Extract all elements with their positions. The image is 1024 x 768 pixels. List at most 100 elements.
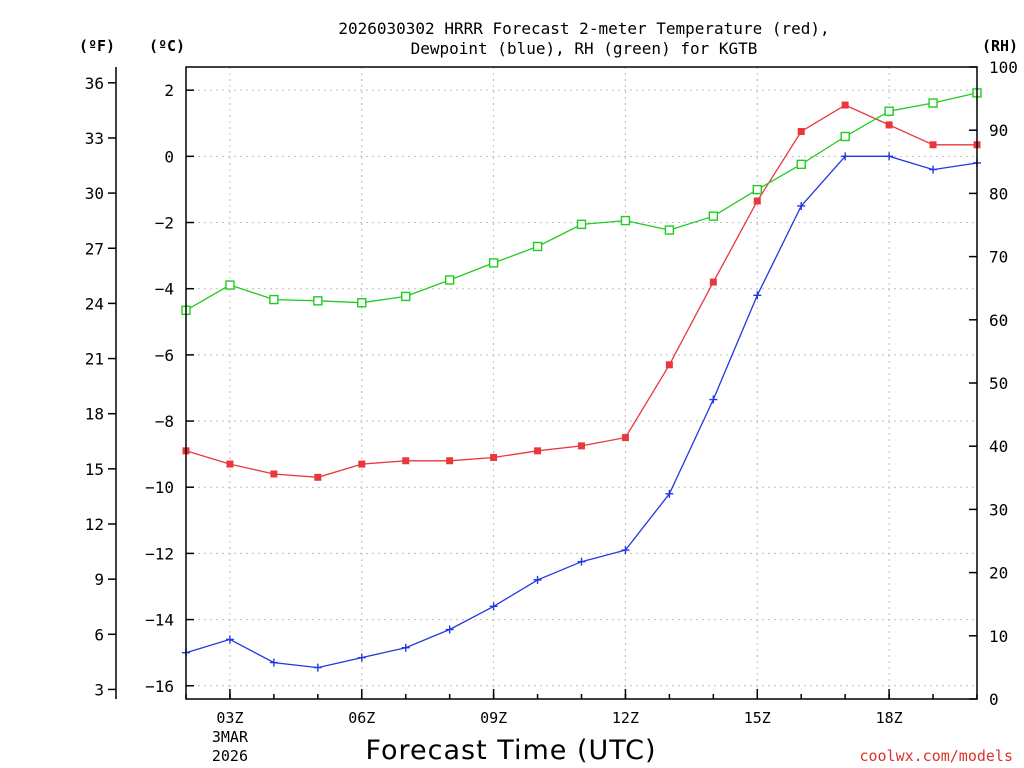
dewpoint-point [225, 635, 234, 644]
fahrenheit-unit-label: (ºF) [79, 37, 115, 55]
rh-tick-label: 80 [989, 184, 1008, 203]
celsius-tick-label: −4 [155, 280, 174, 299]
celsius-tick-label: −8 [155, 412, 174, 431]
dewpoint-point [753, 291, 762, 300]
x-tick-date-label: 3MAR [212, 728, 249, 746]
x-tick-label: 09Z [480, 709, 507, 727]
fahrenheit-tick-label: 18 [85, 405, 104, 424]
dewpoint-point [929, 165, 938, 174]
rh-point [752, 184, 762, 195]
rh-point [532, 241, 543, 252]
rh-point [928, 98, 938, 108]
rh-point [313, 296, 323, 306]
dewpoint-point [489, 602, 498, 611]
2-meter-temperature-point [358, 460, 366, 468]
celsius-tick-label: −6 [155, 346, 174, 365]
fahrenheit-tick-label: 6 [94, 625, 104, 644]
x-tick-label: 03Z [216, 709, 243, 727]
rh-line [185, 92, 978, 311]
dewpoint-point [621, 546, 630, 555]
rh-tick-label: 70 [989, 248, 1008, 267]
dewpoint-point [841, 152, 850, 161]
rh-tick-label: 10 [989, 627, 1008, 646]
dewpoint-point [885, 152, 894, 161]
2-meter-temperature-point [446, 457, 454, 465]
rh-point [444, 275, 455, 285]
chart-title-line2: Dewpoint (blue), RH (green) for KGTB [411, 39, 758, 58]
2-meter-temperature-point [490, 453, 498, 461]
dewpoint-line [185, 155, 978, 669]
fahrenheit-tick-label: 12 [85, 515, 104, 534]
rh-point [796, 159, 806, 170]
celsius-tick-label: −12 [145, 544, 174, 563]
2-meter-temperature-point [753, 197, 761, 205]
fahrenheit-tick-label: 21 [85, 350, 104, 369]
dewpoint-point [577, 557, 586, 566]
rh-tick-label: 100 [989, 58, 1018, 77]
2-meter-temperature-point [270, 470, 278, 478]
2-meter-temperature-point [534, 447, 542, 455]
celsius-tick-label: 2 [164, 81, 174, 100]
rh-unit-label: (RH) [982, 37, 1018, 55]
dewpoint-point [313, 663, 322, 672]
dewpoint-point [709, 395, 718, 404]
rh-tick-label: 60 [989, 311, 1008, 330]
celsius-unit-label: (ºC) [149, 37, 185, 55]
rh-point [225, 280, 235, 290]
2-meter-temperature-point [709, 278, 717, 286]
dewpoint-point [533, 575, 542, 584]
2-meter-temperature-point [578, 442, 585, 450]
x-tick-year-label: 2026 [212, 747, 248, 765]
fahrenheit-tick-label: 30 [85, 184, 104, 203]
grid-lines [186, 67, 977, 699]
rh-point [401, 291, 411, 302]
2-meter-temperature-point [226, 460, 234, 468]
rh-tick-label: 20 [989, 564, 1008, 583]
dewpoint-point [445, 625, 454, 634]
dewpoint-point [401, 643, 410, 652]
credit-link[interactable]: coolwx.com/models [859, 747, 1013, 765]
series-layer [181, 88, 982, 672]
rh-point [488, 258, 499, 268]
2-meter-temperature-point [841, 101, 849, 109]
rh-tick-label: 50 [989, 374, 1008, 393]
rh-point [620, 215, 631, 226]
2-meter-temperature-point [402, 457, 410, 465]
fahrenheit-tick-label: 9 [94, 570, 104, 589]
x-tick-label: 06Z [348, 709, 375, 727]
rh-tick-label: 90 [989, 121, 1008, 140]
fahrenheit-tick-label: 33 [85, 129, 104, 148]
rh-point [357, 298, 367, 308]
rh-tick-label: 0 [989, 690, 999, 709]
x-tick-label: 18Z [876, 709, 903, 727]
celsius-tick-label: −14 [145, 611, 174, 630]
rh-point [269, 294, 279, 305]
rh-tick-label: 30 [989, 500, 1008, 519]
rh-point [664, 225, 675, 235]
2-meter-temperature-point [621, 434, 629, 442]
dewpoint-point [357, 653, 366, 662]
2-meter-temperature-point [797, 128, 805, 136]
2-meter-temperature-point [885, 121, 893, 129]
fahrenheit-tick-label: 15 [85, 460, 104, 479]
celsius-tick-label: −10 [145, 478, 174, 497]
rh-point [884, 106, 894, 116]
plot-frame [185, 66, 978, 700]
dewpoint-point [797, 201, 806, 210]
2-meter-temperature-point [929, 141, 937, 149]
rh-point [840, 131, 850, 142]
rh-point [576, 219, 587, 230]
rh-point [708, 211, 719, 221]
celsius-tick-label: −16 [145, 677, 174, 696]
fahrenheit-tick-label: 27 [85, 239, 104, 258]
x-tick-label: 15Z [744, 709, 771, 727]
dewpoint-point [269, 658, 278, 667]
fahrenheit-tick-label: 3 [94, 680, 104, 699]
2-meter-temperature-point [665, 361, 673, 369]
celsius-tick-label: −2 [155, 214, 174, 233]
x-tick-label: 12Z [612, 709, 639, 727]
2-meter-temperature-point [314, 473, 322, 481]
dewpoint-point [665, 489, 674, 498]
x-axis-title: Forecast Time (UTC) [365, 735, 656, 766]
